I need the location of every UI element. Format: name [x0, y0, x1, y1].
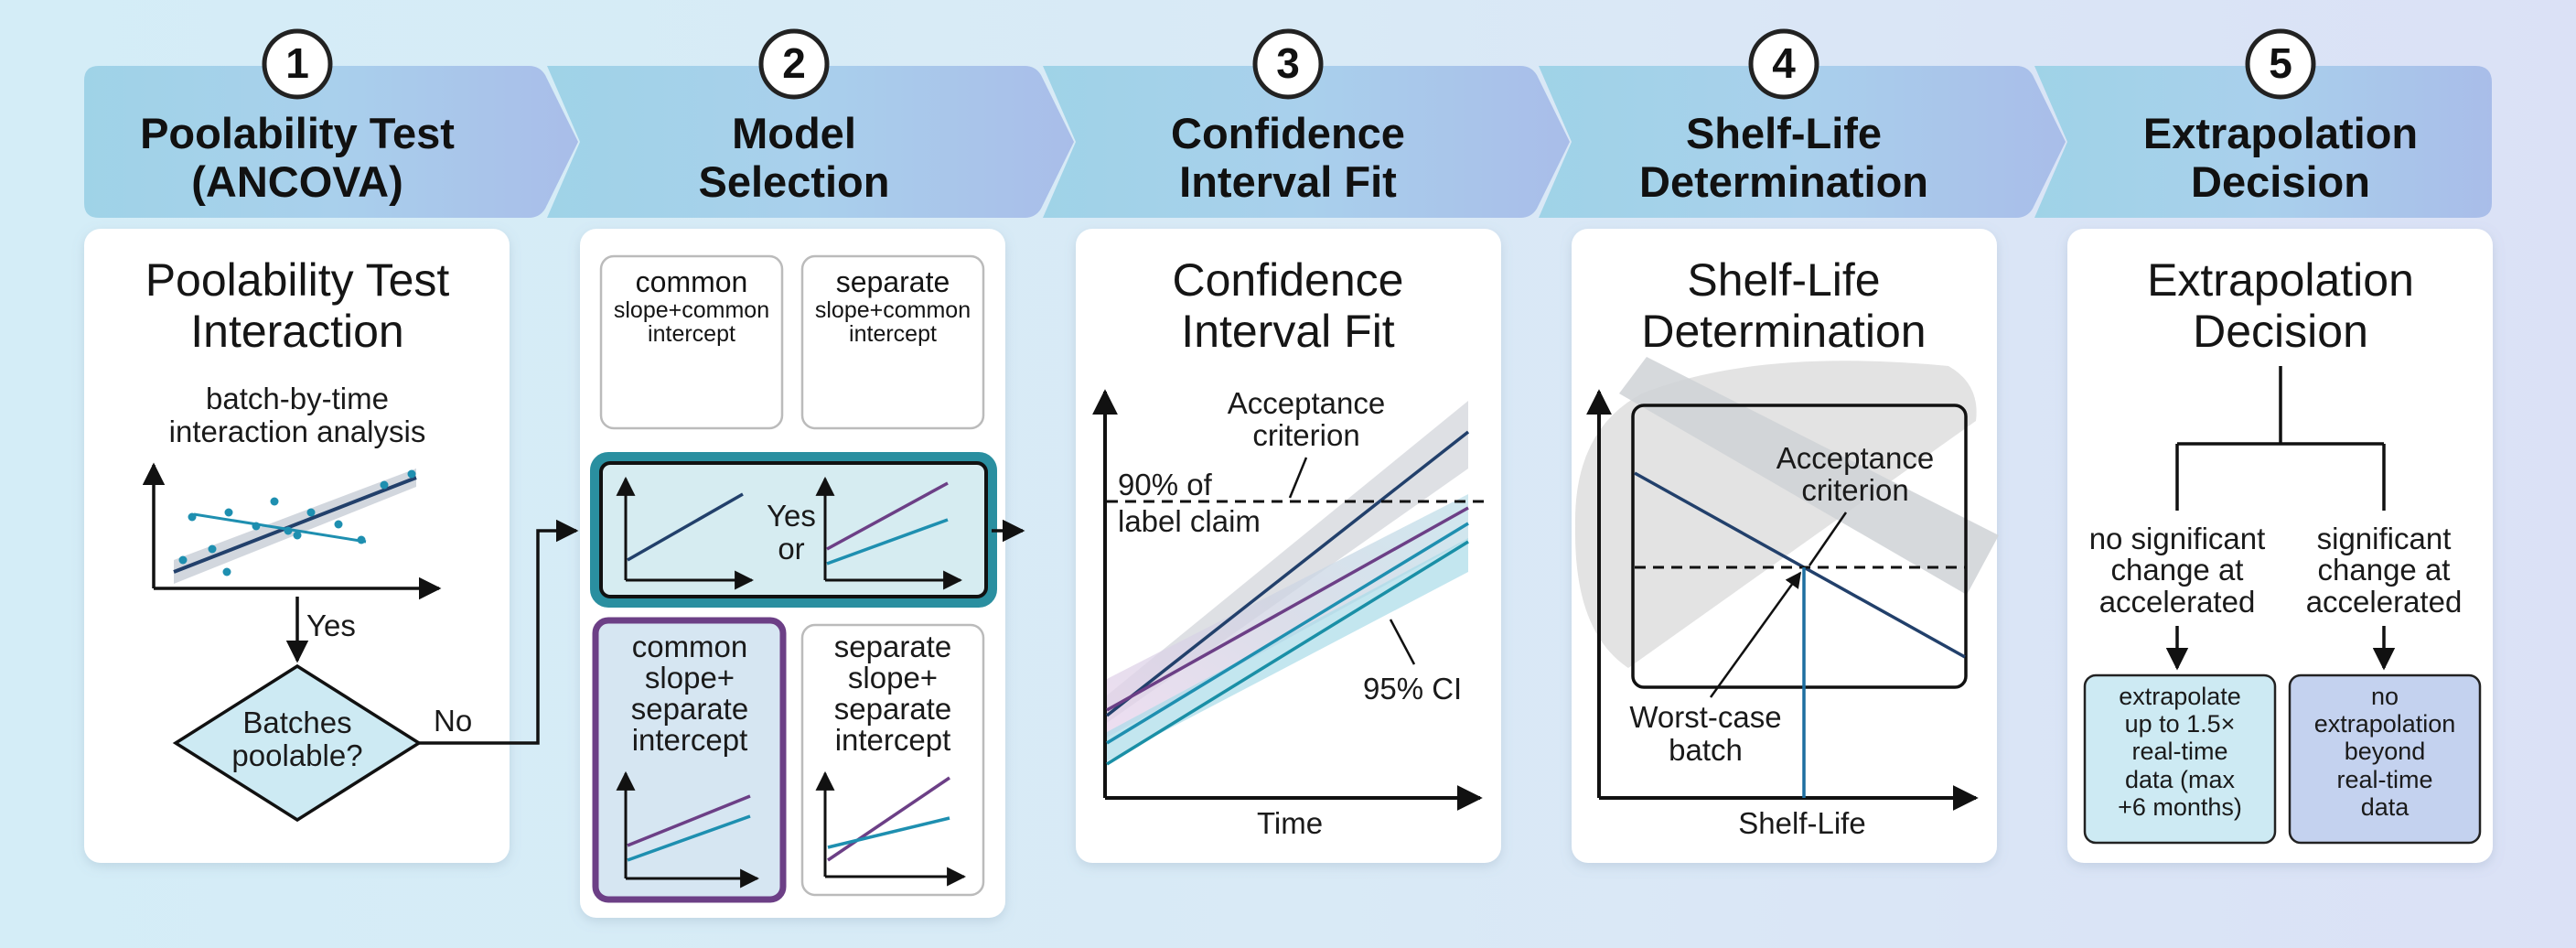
- step-4-circle: [1748, 28, 1819, 100]
- step-4-title-line2: Determination: [1639, 156, 1928, 206]
- step-2-banner: [547, 66, 1074, 218]
- p2-box4-label: separate slope+ separate intercept: [833, 630, 952, 757]
- panel-1-decision-label: Batches poolable?: [206, 706, 389, 773]
- panel-1-decision-line1: Batches: [242, 706, 352, 739]
- p5-right-condition: significant change at accelerated: [2305, 522, 2463, 619]
- step-number-circles: [262, 28, 2316, 100]
- p3-ci-leader: [1389, 619, 1416, 665]
- p4-inner-frame: [1631, 404, 1968, 689]
- step-2-title-line1: Model: [732, 109, 856, 157]
- p3-acceptance-leader: [1288, 457, 1308, 499]
- step-4-title: Shelf-Life Determination: [1573, 109, 1994, 206]
- p3-x-axis-label: Time: [1256, 806, 1324, 840]
- step-2-circle: [758, 28, 830, 100]
- step-banners: [84, 66, 2492, 218]
- step-3-banner: [1043, 66, 1570, 218]
- p3-ci-band-teal: [1107, 538, 1468, 761]
- step-1-number: 1: [285, 39, 309, 87]
- p2-box1-label: common slope+common intercept: [613, 265, 770, 347]
- p5-left-outcome: extrapolate up to 1.5× real-time data (m…: [2118, 683, 2242, 821]
- step-1-banner: [84, 66, 578, 218]
- p2-box2-label: separate slope+common intercept: [814, 265, 971, 347]
- p4-worst-case-label: Worst-case batch: [1629, 700, 1782, 768]
- p4-worst-case-leader: [1709, 571, 1802, 698]
- p2-yes-or-label: Yes or: [767, 499, 816, 566]
- step-5-title-line1: Extrapolation: [2142, 109, 2419, 157]
- step-1-title-line2: (ANCOVA): [191, 156, 403, 206]
- p1-decision-diamond: [172, 663, 423, 823]
- panel-1-analysis-line1: batch-by-time: [206, 382, 389, 415]
- step-3-title-line1: Confidence: [1171, 109, 1405, 157]
- panel-3-graphics: [1092, 389, 1486, 811]
- step-2-title: Model Selection: [584, 109, 1004, 206]
- step-5-title-line2: Decision: [2191, 156, 2370, 206]
- p4-ci-band: [1619, 357, 1999, 595]
- p2-box-common-separate: [592, 617, 787, 903]
- p2-box-separate-separate: [800, 623, 985, 897]
- step-4-banner: [1539, 66, 2066, 218]
- p3-line-purple: [1106, 506, 1469, 712]
- panel-1-title-line2: Interaction: [190, 306, 404, 357]
- p3-line-blue: [1106, 522, 1469, 745]
- panel-2-graphics: [590, 254, 1025, 903]
- p4-gray-band: [1574, 361, 1977, 668]
- panel-1-no-label: No: [434, 704, 473, 738]
- p3-ci-label: 95% CI: [1363, 672, 1463, 706]
- p2-box3-label: common slope+ separate intercept: [630, 630, 749, 757]
- p5-left-outcome-box: [2083, 673, 2277, 845]
- p3-ci-band-mix: [1107, 494, 1468, 738]
- step-1-title-line1: Poolability Test: [140, 109, 455, 157]
- step-5-number: 5: [2269, 39, 2292, 87]
- panel-1-title: Poolability Test Interaction: [87, 254, 508, 357]
- panel-5-graphics: [2083, 366, 2482, 845]
- step-3-circle: [1252, 28, 1324, 100]
- step-1-circle: [262, 28, 333, 100]
- step-4-number: 4: [1772, 39, 1796, 87]
- p4-acceptance-leader: [1808, 512, 1848, 566]
- p3-line-teal: [1106, 540, 1469, 766]
- panel-1-title-line1: Poolability Test: [145, 254, 450, 306]
- p3-label-claim: 90% of label claim: [1118, 468, 1261, 538]
- p1-scatter-points: [178, 469, 416, 576]
- p1-fit-line: [173, 476, 417, 574]
- p3-acceptance-label: Acceptance criterion: [1227, 386, 1386, 452]
- step-5-circle: [2245, 28, 2316, 100]
- p1-teal-line: [193, 512, 367, 544]
- panel-3-title: Confidence Interval Fit: [1172, 254, 1404, 357]
- p2-box-separate-common: [800, 254, 985, 430]
- panel-1-decision-line2: poolable?: [231, 738, 363, 773]
- p5-left-condition: no significant change at accelerated: [2088, 522, 2266, 619]
- step-2-number: 2: [782, 39, 806, 87]
- panel-5-title: Extrapolation Decision: [2147, 254, 2414, 357]
- step-2-title-line2: Selection: [698, 156, 890, 206]
- p5-right-outcome: no extrapolation beyond real-time data: [2313, 683, 2456, 821]
- step-5-banner: [2034, 66, 2492, 218]
- p4-trend-line: [1634, 471, 1966, 659]
- panel-1-analysis-label: batch-by-time interaction analysis: [110, 382, 485, 447]
- p3-line-navy: [1105, 430, 1470, 717]
- panel-1-yes-label: Yes: [306, 609, 356, 642]
- step-3-number: 3: [1276, 39, 1300, 87]
- p5-right-outcome-box: [2288, 673, 2482, 845]
- step-4-title-line1: Shelf-Life: [1685, 109, 1883, 157]
- panel-1-analysis-line2: interaction analysis: [168, 414, 426, 448]
- step-3-title: Confidence Interval Fit: [1078, 109, 1498, 206]
- panel-1-card: [84, 229, 510, 863]
- panel-4-title: Shelf-Life Determination: [1641, 254, 1927, 357]
- panel-1-graphics: [142, 462, 579, 823]
- p4-x-axis-label: Shelf-Life: [1738, 806, 1866, 840]
- p2-box-common-common: [599, 254, 784, 430]
- panel-4-graphics: [1574, 357, 1999, 811]
- p1-no-arrow: [419, 519, 579, 745]
- step-1-title: Poolability Test (ANCOVA): [87, 109, 508, 206]
- p4-acceptance-label: Acceptance criterion: [1776, 441, 1935, 507]
- step-3-title-line2: Interval Fit: [1179, 156, 1397, 206]
- step-5-title: Extrapolation Decision: [2070, 109, 2491, 206]
